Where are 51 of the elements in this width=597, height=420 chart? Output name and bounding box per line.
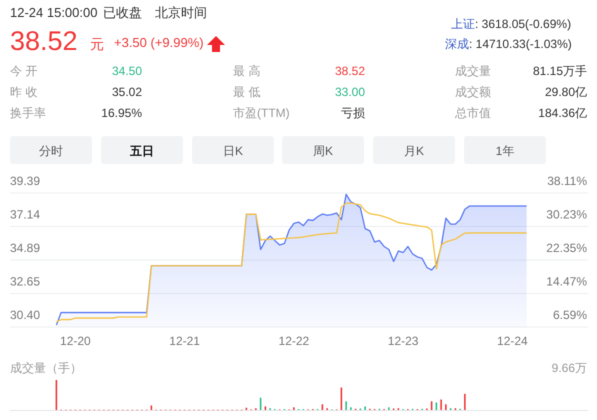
- y-tick-label: 39.39: [10, 174, 40, 188]
- chart-title: 成交量（手）: [10, 361, 82, 375]
- text: 市盈(TTM): [233, 106, 290, 120]
- text: 五日: [129, 144, 154, 158]
- text: 周K: [312, 144, 334, 158]
- x-tick-label: 12-22: [278, 334, 310, 348]
- text: 深成: [445, 37, 469, 51]
- text: 33.00: [334, 85, 366, 99]
- text: 最 高: [233, 64, 260, 78]
- x-tick-label: 12-20: [60, 334, 92, 348]
- text: 已收盘: [103, 5, 142, 20]
- y-tick-label: 32.65: [10, 274, 40, 288]
- text: 分时: [39, 144, 63, 158]
- text: 上证: [451, 17, 475, 31]
- x-tick-label: 12-21: [169, 334, 200, 348]
- text: 16.95%: [101, 106, 142, 120]
- text: 今 开: [10, 64, 38, 78]
- text: 1年: [496, 144, 514, 158]
- text: 日K: [222, 144, 244, 158]
- text: 9.66万: [552, 361, 587, 375]
- y-tick-label: 37.14: [10, 208, 40, 222]
- text: 总市值: [454, 106, 491, 120]
- text: : 3618.05(-0.69%): [475, 17, 572, 31]
- text: 换手率: [10, 106, 46, 120]
- y-tick-label: 30.40: [10, 308, 40, 322]
- text: 184.36亿: [538, 106, 587, 120]
- text: +3.50 (+9.99%): [114, 35, 204, 50]
- text: 38.52: [10, 26, 78, 56]
- text: 昨 收: [10, 85, 38, 99]
- y2-tick-label: 6.59%: [552, 308, 588, 322]
- text: 成交量: [455, 64, 491, 78]
- text: 81.15万手: [532, 64, 587, 78]
- text: 元: [90, 36, 104, 52]
- y2-tick-label: 30.23%: [546, 208, 588, 222]
- x-tick-label: 12-23: [388, 334, 419, 348]
- text: 29.80亿: [544, 85, 587, 99]
- text: 12-24 15:00:00: [10, 5, 98, 20]
- text: 35.02: [112, 85, 142, 99]
- y2-tick-label: 22.35%: [546, 241, 588, 255]
- text: : 14710.33(-1.03%): [469, 37, 572, 51]
- text: 38.52: [334, 64, 366, 78]
- text: 月K: [404, 144, 424, 158]
- y2-tick-label: 38.11%: [547, 174, 588, 188]
- x-tick-label: 12-24: [497, 334, 528, 348]
- y2-tick-label: 14.47%: [546, 274, 588, 288]
- text: 成交额: [455, 85, 491, 99]
- text: 最 低: [233, 85, 260, 99]
- text: 亏损: [341, 106, 365, 120]
- text: 34.50: [112, 64, 142, 78]
- y-tick-label: 34.89: [10, 241, 40, 256]
- text: 北京时间: [155, 5, 207, 20]
